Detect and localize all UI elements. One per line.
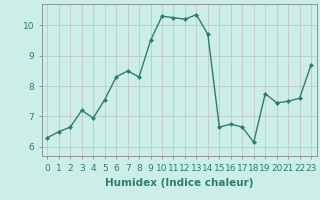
X-axis label: Humidex (Indice chaleur): Humidex (Indice chaleur)	[105, 178, 253, 188]
